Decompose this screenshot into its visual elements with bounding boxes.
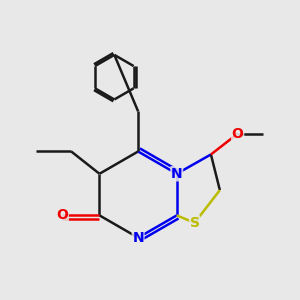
Text: S: S [190, 216, 200, 230]
Text: O: O [56, 208, 68, 222]
Text: N: N [171, 167, 183, 181]
Text: N: N [132, 231, 144, 245]
Text: O: O [232, 127, 244, 141]
